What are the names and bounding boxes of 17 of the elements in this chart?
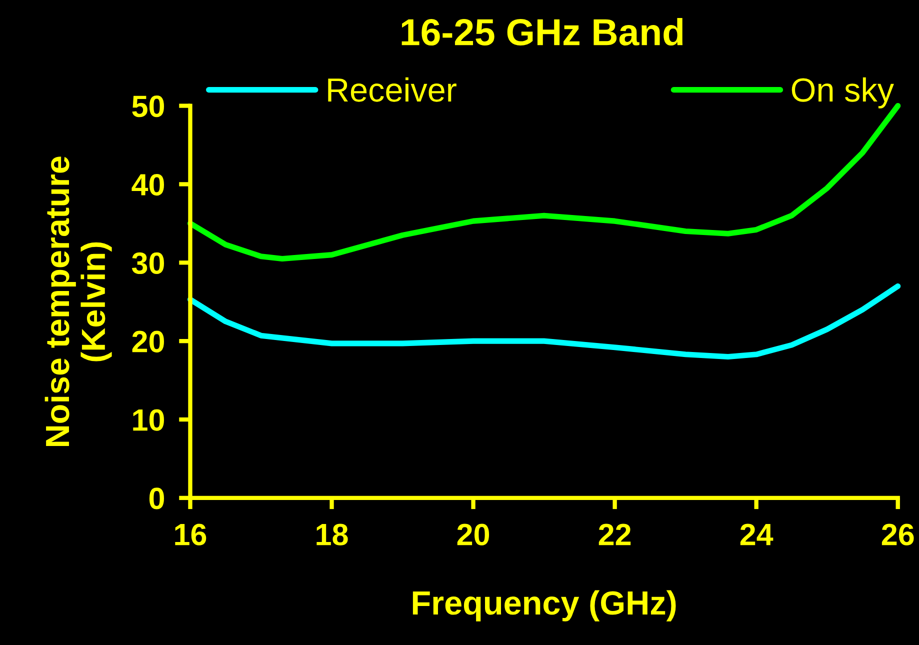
- y-tick-label: 50: [132, 96, 164, 118]
- legend-label: On sky: [792, 77, 894, 108]
- x-tick-label: 20: [457, 524, 490, 546]
- x-tick-label: 22: [598, 524, 631, 546]
- x-axis-title: Frequency (GHz): [412, 590, 676, 622]
- y-tick-label: 30: [132, 252, 164, 274]
- x-tick-label: 16: [175, 524, 206, 546]
- y-tick-label: 0: [149, 488, 164, 510]
- y-tick-label: 40: [132, 174, 164, 196]
- y-tick-label: 10: [133, 409, 164, 431]
- x-tick-label: 26: [882, 524, 914, 546]
- x-tick-label: 18: [316, 524, 348, 546]
- y-axis-title: Noise temperature (Kelvin): [44, 156, 112, 446]
- chart-title: 16-25 GHz Band: [402, 18, 682, 46]
- x-tick-label: 24: [740, 524, 774, 546]
- y-tick-label: 20: [132, 330, 164, 352]
- legend-label: Receiver: [328, 77, 456, 102]
